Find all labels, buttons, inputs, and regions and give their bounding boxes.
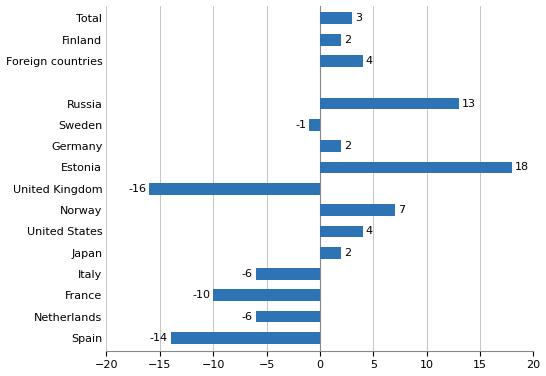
- Text: -16: -16: [128, 184, 146, 194]
- Bar: [320, 162, 512, 173]
- Bar: [256, 268, 320, 280]
- Text: 4: 4: [366, 226, 373, 237]
- Bar: [320, 204, 395, 216]
- Text: -6: -6: [242, 312, 253, 321]
- Text: 2: 2: [345, 141, 352, 151]
- Text: -6: -6: [242, 269, 253, 279]
- Bar: [320, 55, 363, 67]
- Bar: [149, 183, 320, 195]
- Bar: [320, 12, 352, 24]
- Bar: [213, 290, 320, 301]
- Bar: [320, 226, 363, 237]
- Bar: [256, 311, 320, 323]
- Bar: [320, 34, 341, 45]
- Text: 7: 7: [398, 205, 405, 215]
- Text: -1: -1: [295, 120, 306, 130]
- Text: -10: -10: [192, 290, 210, 300]
- Bar: [309, 119, 320, 131]
- Bar: [320, 140, 341, 152]
- Bar: [320, 98, 459, 109]
- Text: 2: 2: [345, 248, 352, 258]
- Text: 2: 2: [345, 35, 352, 45]
- Text: 18: 18: [515, 162, 530, 173]
- Text: 4: 4: [366, 56, 373, 66]
- Bar: [170, 332, 320, 344]
- Text: 3: 3: [355, 13, 362, 23]
- Text: 13: 13: [462, 99, 476, 109]
- Text: -14: -14: [149, 333, 167, 343]
- Bar: [320, 247, 341, 259]
